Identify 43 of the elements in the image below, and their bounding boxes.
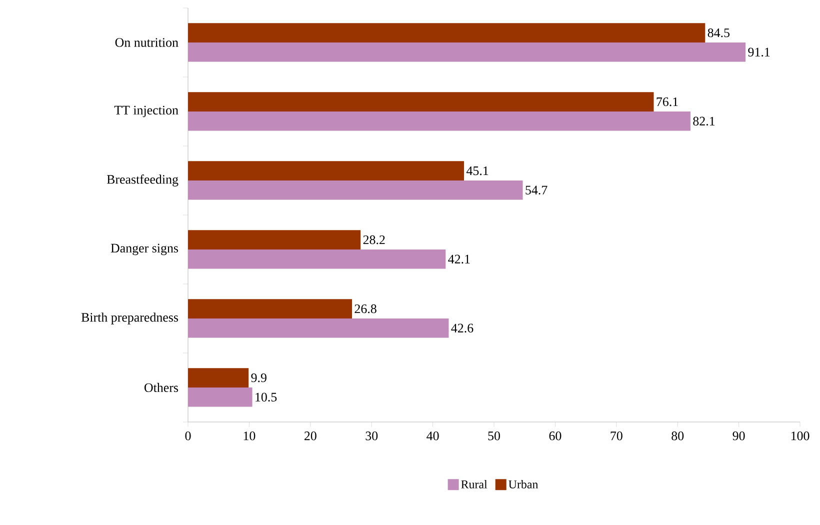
data-label: 91.1: [748, 48, 770, 57]
bar: [188, 92, 654, 112]
y-tick-label: On nutrition: [115, 38, 178, 47]
legend-label: Urban: [508, 480, 538, 488]
y-tick-label: TT injection: [114, 106, 178, 118]
bar: [188, 111, 690, 131]
x-tick-label: 20: [304, 432, 316, 440]
x-tick-label: 60: [549, 432, 562, 440]
data-label: 10.5: [256, 392, 277, 402]
data-label: 76.1: [656, 97, 678, 106]
bar: [188, 299, 352, 318]
data-label: 45.1: [466, 166, 488, 176]
legend-label: Rural: [461, 480, 488, 488]
y-tick-label: Breastfeeding: [106, 174, 178, 186]
bar: [188, 387, 252, 407]
bar: [188, 42, 746, 62]
data-label: 82.1: [693, 116, 715, 126]
x-tick-label: 70: [610, 432, 622, 440]
x-tick-label: 80: [672, 432, 684, 440]
x-tick-label: 10: [244, 432, 256, 440]
x-tick-label: 90: [732, 432, 745, 440]
y-tick-label: Birth preparedness: [81, 312, 178, 324]
x-tick-label: 0: [185, 432, 191, 440]
x-tick-label: 30: [366, 432, 378, 440]
bar: [188, 230, 361, 250]
data-label: 42.1: [448, 254, 470, 264]
data-label: 42.6: [451, 324, 474, 333]
bar: [188, 249, 446, 269]
data-label: 9.9: [251, 373, 266, 382]
bar: [188, 318, 449, 338]
y-tick-label: Others: [144, 382, 178, 392]
x-tick-label: 50: [488, 432, 500, 440]
data-label: 26.8: [354, 304, 376, 314]
bar: [188, 161, 464, 180]
x-tick-label: 100: [791, 432, 810, 440]
data-label: 54.7: [526, 186, 548, 195]
bar: [188, 368, 249, 388]
y-tick-label: Danger signs: [110, 244, 178, 256]
data-label: 28.2: [363, 235, 385, 244]
bar: [188, 180, 523, 200]
x-tick-label: 40: [426, 432, 439, 440]
bar: [188, 23, 706, 42]
data-label: 84.5: [708, 28, 730, 38]
